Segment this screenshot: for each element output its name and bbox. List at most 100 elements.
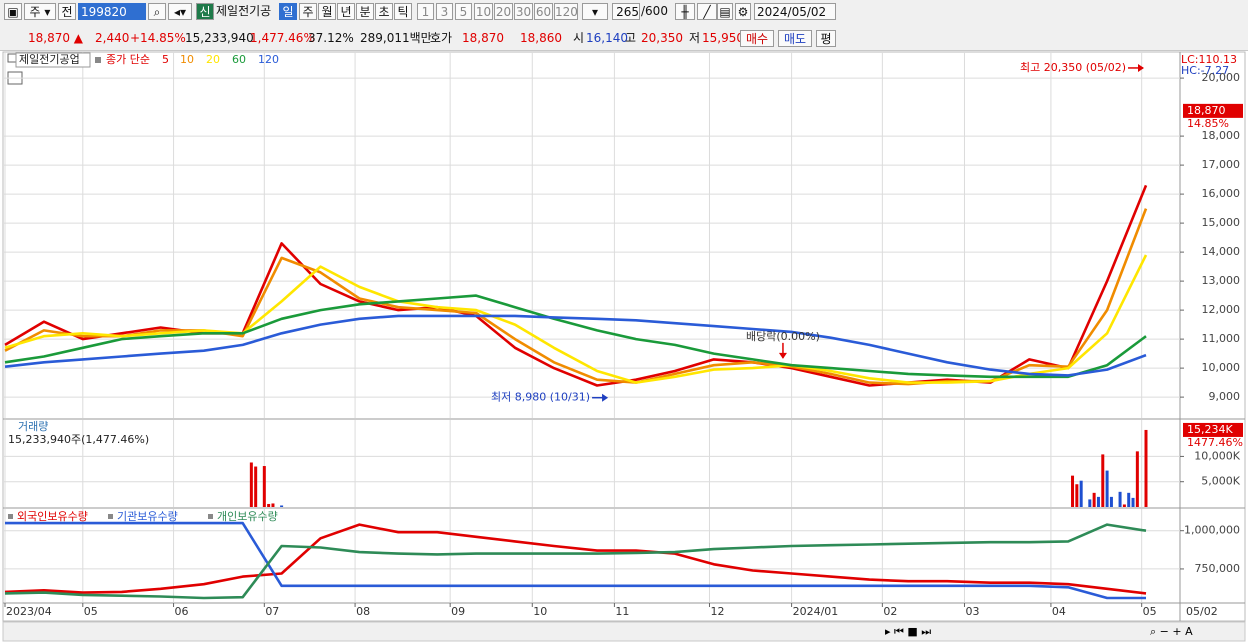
period-button[interactable]: 주	[299, 3, 317, 20]
volume-bar	[1127, 492, 1131, 507]
y-tick-label: 20,000	[1202, 71, 1241, 84]
legend-entry: 120	[258, 53, 279, 66]
interval-button[interactable]: 120	[554, 3, 578, 20]
x-tick-label: 2023/04	[6, 605, 52, 618]
y-tick-label: 10,000	[1202, 361, 1241, 374]
title-box	[15, 52, 91, 68]
bid-label: 호가	[430, 31, 453, 45]
sell-button[interactable]: 매도	[778, 30, 812, 47]
menu-icon[interactable]: ▣	[4, 3, 22, 20]
y-tick-label: 17,000	[1202, 158, 1241, 171]
count-input[interactable]: 265	[612, 3, 640, 20]
volume-bar	[1118, 491, 1122, 507]
low: 15,950	[702, 31, 744, 45]
y-tick-label: 10,000K	[1194, 449, 1240, 462]
scrollbar[interactable]	[2, 621, 1246, 642]
y-tick-label: 14,000	[1202, 245, 1241, 258]
y-tick-label: 5,000K	[1201, 475, 1240, 488]
period-button[interactable]: 분	[356, 3, 374, 20]
price: 18,870 ▲	[28, 31, 84, 45]
annotation: 배당락(0.00%)	[746, 330, 820, 343]
x-tick-label: 06	[175, 605, 189, 618]
avg-button[interactable]: 평	[816, 30, 836, 47]
period-button[interactable]: 일	[279, 3, 297, 20]
legend-icon	[208, 514, 213, 519]
tool-icon[interactable]: ╱	[697, 3, 717, 20]
ask: 18,870	[462, 31, 504, 45]
y-tick-label: 1,000,000	[1184, 524, 1240, 537]
save-icon[interactable]: ▤	[717, 3, 733, 20]
legend-entry: 기관보유수량	[117, 510, 178, 523]
new-badge: 신	[196, 3, 214, 20]
interval-button[interactable]: 5	[455, 3, 472, 20]
y-tick-label: 15,000	[1202, 216, 1241, 229]
volume-bar	[1096, 496, 1100, 507]
period-button[interactable]: 초	[375, 3, 393, 20]
sound-icon[interactable]: ◂▾	[168, 3, 192, 20]
x-tick-label: 07	[265, 605, 279, 618]
volume-bar	[271, 503, 275, 507]
x-tick-label: 10	[533, 605, 547, 618]
buy-button[interactable]: 매수	[740, 30, 774, 47]
volume-bar	[254, 466, 258, 507]
market-select[interactable]: 주 ▾	[24, 3, 56, 20]
y-tick-label: 750,000	[1195, 562, 1241, 575]
volume-bar	[249, 462, 253, 507]
high: 20,350	[641, 31, 683, 45]
series-line	[4, 523, 1147, 600]
legend-prefix: 종가 단순	[106, 53, 150, 66]
series-line	[4, 254, 1148, 384]
prev-button[interactable]: 전	[58, 3, 76, 20]
settings-icon[interactable]: ⚙	[735, 3, 751, 20]
series-line	[4, 294, 1147, 379]
tool-icon[interactable]: ╫	[675, 3, 695, 20]
period-button[interactable]: 틱	[394, 3, 412, 20]
market: 주	[29, 5, 41, 19]
legend-icon	[95, 57, 101, 63]
x-tick-label: 03	[965, 605, 979, 618]
legend-entry: 개인보유수량	[217, 510, 278, 523]
change-label: 14.85%	[1187, 117, 1229, 130]
volume-bar	[280, 505, 284, 507]
period-button[interactable]: 월	[318, 3, 336, 20]
interval-button[interactable]: 30	[514, 3, 533, 20]
arrow-head	[1138, 63, 1144, 72]
volume-bar	[1109, 496, 1113, 507]
scroll-controls[interactable]: ▸ ⏮ ■ ⏭	[885, 625, 931, 638]
x-tick-label: 05	[84, 605, 98, 618]
x-tick-label: 12	[710, 605, 724, 618]
interval-button[interactable]: 1	[417, 3, 434, 20]
count-max: /600	[641, 4, 668, 18]
y-tick-label: 9,000	[1209, 390, 1241, 403]
interval-button[interactable]: 3	[436, 3, 453, 20]
y-tick-label: 13,000	[1202, 274, 1241, 287]
y-tick-label: 18,000	[1202, 129, 1241, 142]
open: 16,140	[586, 31, 628, 45]
open-label: 시	[573, 31, 585, 45]
toolbar: ▣ 주 ▾ 전 199820 ⌕ ◂▾ 신 제일전기공 일 주 월 년 분 초 …	[0, 0, 1248, 28]
x-tick-label: 08	[356, 605, 370, 618]
volume-bar	[262, 466, 266, 507]
change: 2,440	[95, 31, 130, 45]
lc-label: LC:110.13	[1181, 53, 1237, 66]
arrow-head	[778, 352, 787, 359]
interval-button[interactable]: 20	[494, 3, 513, 20]
period-button[interactable]: 년	[337, 3, 355, 20]
interval-button[interactable]: 60	[534, 3, 553, 20]
annotation: 최고 20,350 (05/02)	[1020, 61, 1126, 74]
last-price-label: 18,870	[1187, 104, 1226, 117]
legend-icon	[8, 514, 13, 519]
turnover: 37.12%	[308, 31, 354, 45]
volume-bar	[1075, 484, 1079, 507]
dropdown[interactable]: ▾	[582, 3, 608, 20]
zoom-controls[interactable]: ⌕ − + A	[1150, 625, 1193, 638]
date-input[interactable]: 2024/05/02	[754, 3, 836, 20]
volume-rate: 1,477.46%	[250, 31, 315, 45]
search-icon[interactable]: ⌕	[148, 3, 166, 20]
interval-button[interactable]: 10	[474, 3, 493, 20]
volume-title: 거래량	[18, 420, 48, 433]
series-line	[4, 523, 1147, 595]
code-input[interactable]: 199820	[78, 3, 146, 20]
change-rate: +14.85%	[130, 31, 186, 45]
